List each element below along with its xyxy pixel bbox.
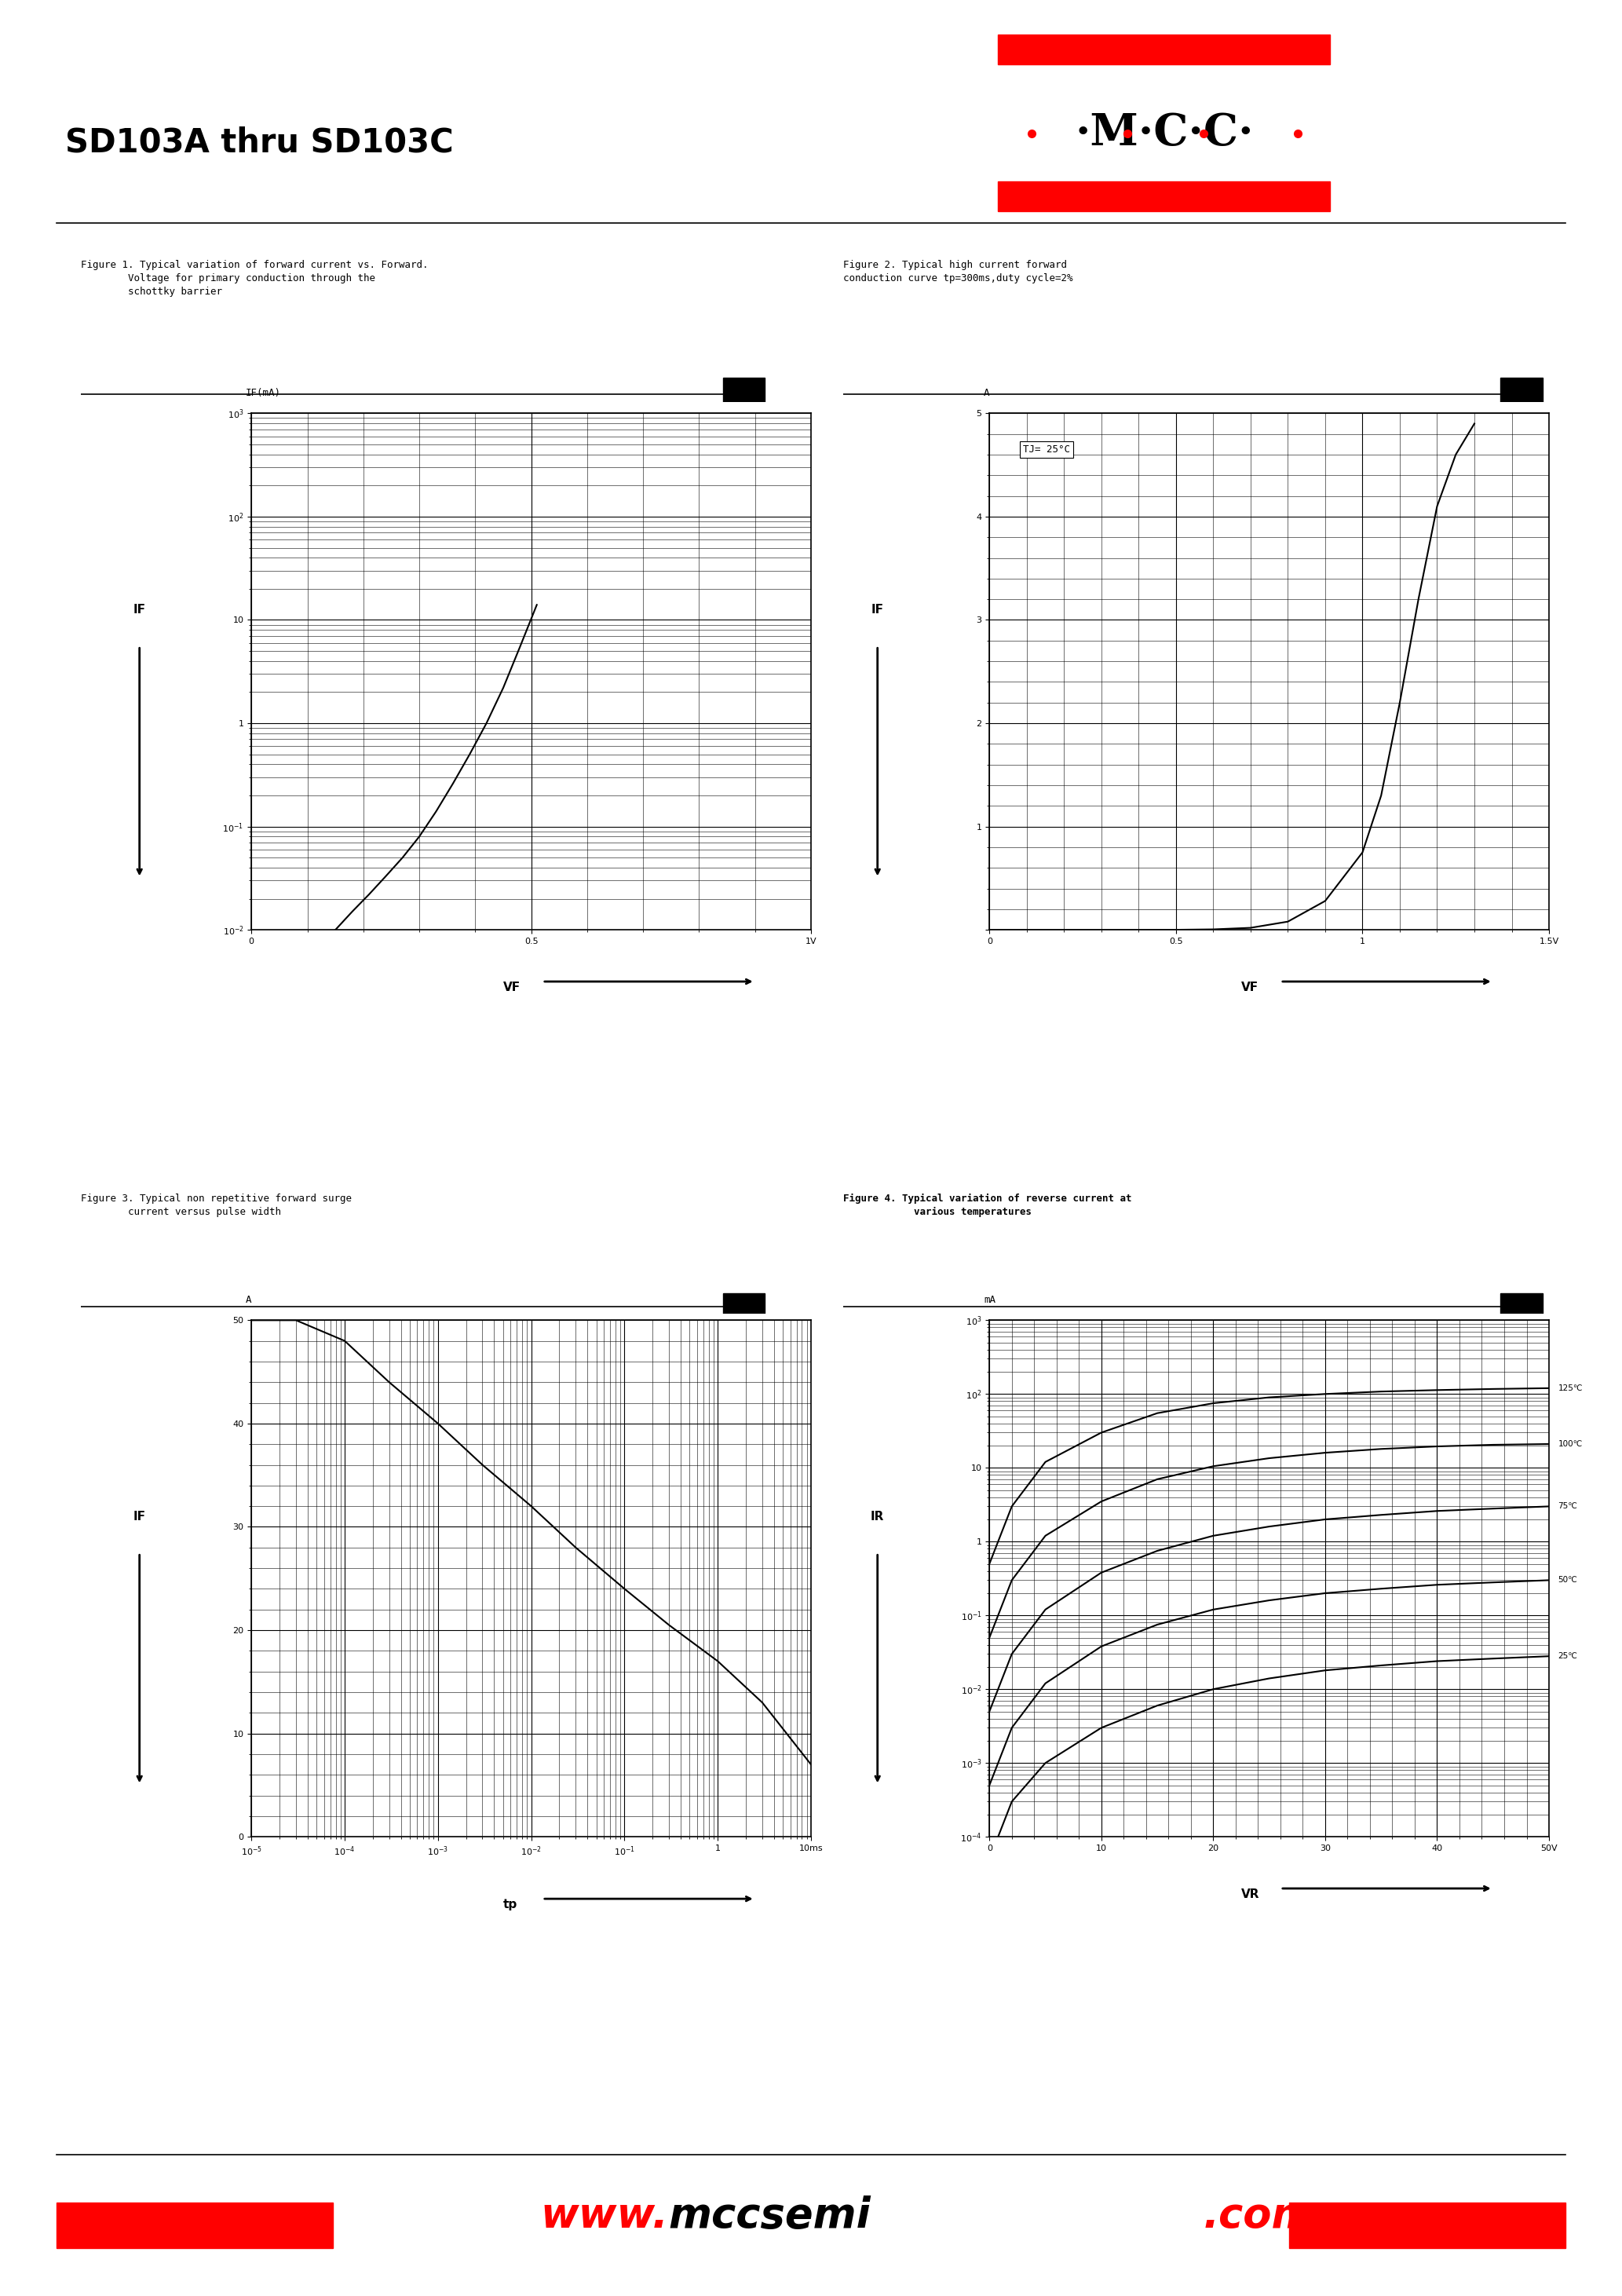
Text: Figure 3. Typical non repetitive forward surge
        current versus pulse widt: Figure 3. Typical non repetitive forward… [81,1194,352,1217]
Text: Figure 4. Typical variation of reverse current at
            various temperatur: Figure 4. Typical variation of reverse c… [843,1194,1132,1217]
Bar [998,34,1330,64]
Text: 50℃: 50℃ [1559,1577,1577,1584]
Bar [998,181,1330,211]
Bar [723,379,764,404]
Bar [57,2202,333,2248]
Text: IF: IF [133,1511,146,1522]
Text: IR: IR [871,1511,884,1522]
Text: mccsemi: mccsemi [668,2195,871,2236]
Text: Figure 2. Typical high current forward
conduction curve tp=300ms,duty cycle=2%: Figure 2. Typical high current forward c… [843,259,1074,285]
Text: A: A [985,388,989,397]
Bar [1289,2202,1565,2248]
Text: IF: IF [133,604,146,615]
Text: IF: IF [871,604,884,615]
Bar [1500,1293,1543,1316]
Text: tp: tp [503,1899,517,1910]
Text: SD103A thru SD103C: SD103A thru SD103C [65,126,453,158]
Text: VF: VF [503,983,521,994]
Text: 100℃: 100℃ [1559,1440,1583,1449]
Text: TJ= 25°C: TJ= 25°C [1023,445,1071,455]
Text: 75℃: 75℃ [1559,1502,1578,1511]
Text: .com: .com [1204,2195,1315,2236]
Text: A: A [247,1295,251,1304]
Text: 25℃: 25℃ [1559,1653,1578,1660]
Text: 125℃: 125℃ [1559,1384,1583,1391]
Bar [723,1293,764,1316]
Text: IF(mA): IF(mA) [247,388,281,397]
Bar [1500,379,1543,404]
Text: mA: mA [985,1295,996,1304]
Text: VF: VF [1241,983,1259,994]
Text: Figure 1. Typical variation of forward current vs. Forward.
        Voltage for : Figure 1. Typical variation of forward c… [81,259,428,296]
Text: VR: VR [1241,1887,1260,1901]
Text: ·M·C·C·: ·M·C·C· [1075,113,1254,154]
Text: www.: www. [540,2195,668,2236]
